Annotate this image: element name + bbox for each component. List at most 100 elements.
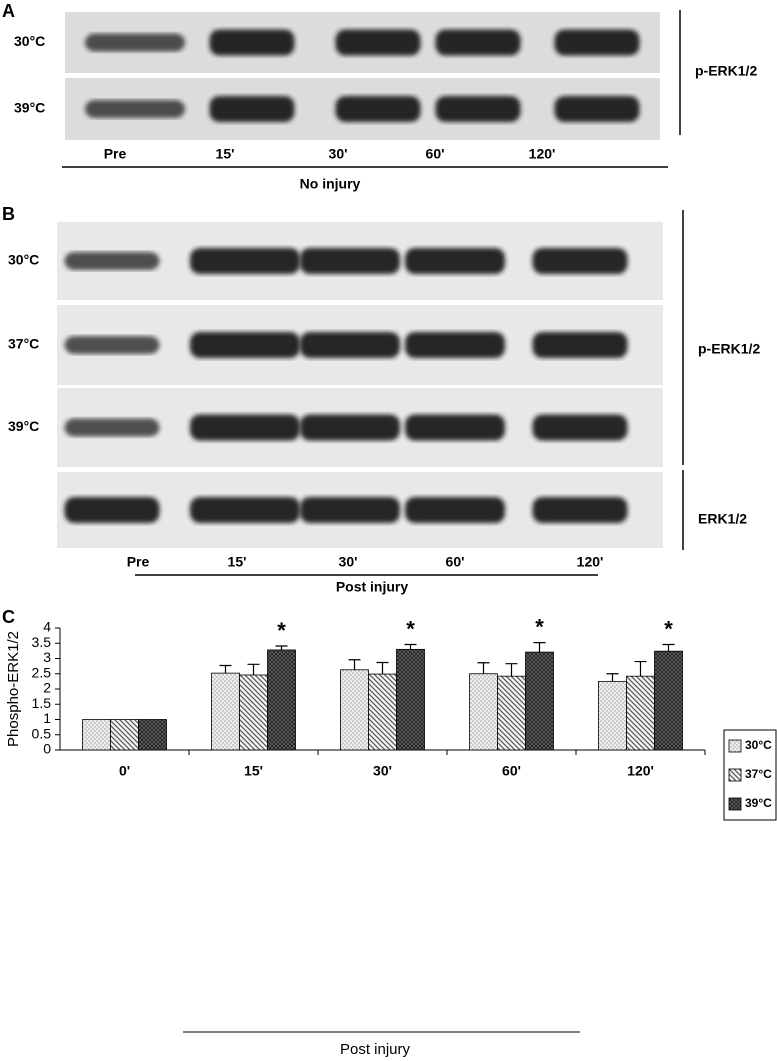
group-label: Post injury [340, 1041, 411, 1058]
blot-band [300, 414, 400, 441]
x-tick-label: 30' [373, 763, 392, 779]
lane-label: 30' [329, 146, 348, 162]
blot-band [64, 497, 160, 523]
blot-band [532, 248, 628, 274]
blot-band [335, 96, 421, 122]
group-label: No injury [300, 176, 361, 192]
lane-label: Pre [127, 554, 150, 570]
blot-band [209, 29, 295, 56]
blot-band [64, 418, 160, 437]
bar [340, 669, 369, 751]
legend-label: 39°C [745, 796, 772, 810]
y-tick-label: 0.5 [32, 725, 52, 741]
error-bar [533, 642, 546, 653]
error-bar [247, 663, 260, 675]
x-tick-label: 120' [627, 763, 654, 779]
significance-marker: * [406, 616, 415, 641]
error-bar [505, 663, 518, 677]
significance-marker: * [535, 614, 544, 639]
blot-band [532, 332, 628, 358]
x-tick-label: 0' [119, 763, 130, 779]
blot-band [190, 497, 300, 523]
panel-label: C [2, 607, 15, 627]
side-label: p-ERK1/2 [695, 63, 757, 79]
blot-band [300, 248, 400, 274]
legend-swatch [728, 797, 742, 811]
blot-band [405, 414, 505, 441]
legend-label: 30°C [745, 738, 772, 752]
y-tick-label: 0 [43, 741, 51, 757]
blot-band [435, 29, 521, 56]
blot-band [64, 336, 160, 354]
y-axis-label: Phospho-ERK1/2 [5, 631, 22, 747]
blot-band [85, 33, 185, 52]
bar [469, 673, 498, 751]
bar [239, 674, 268, 751]
lane-label: 15' [228, 554, 247, 570]
row-label: 30°C [14, 33, 45, 49]
x-tick-label: 60' [502, 763, 521, 779]
error-bar [477, 662, 490, 674]
panel-label: B [2, 204, 15, 224]
error-bar [219, 664, 232, 674]
y-tick-label: 3.5 [32, 634, 52, 650]
row-label: 30°C [8, 252, 39, 268]
legend-swatch [728, 739, 742, 753]
blot-band [300, 332, 400, 358]
blot-band [554, 96, 640, 122]
y-tick-label: 3 [43, 649, 51, 665]
blot-band [532, 497, 628, 523]
blot-band [405, 248, 505, 274]
panel-label: A [2, 1, 15, 21]
blot-band [435, 96, 521, 122]
error-bar [348, 659, 361, 670]
error-bar [634, 660, 647, 677]
lane-label: Pre [104, 146, 127, 162]
blot-band [64, 252, 160, 270]
blot-band [190, 414, 300, 441]
lane-label: 30' [339, 554, 358, 570]
bar [525, 651, 554, 751]
lane-label: 15' [216, 146, 235, 162]
error-bar [662, 643, 675, 652]
blot-band [190, 332, 300, 358]
y-tick-label: 2.5 [32, 664, 52, 680]
bar [211, 672, 240, 751]
lane-label: 120' [577, 554, 604, 570]
y-tick-label: 4 [43, 619, 51, 635]
legend-swatch [728, 768, 742, 782]
row-label: 39°C [14, 100, 45, 116]
x-tick-label: 15' [244, 763, 263, 779]
legend-label: 37°C [745, 767, 772, 781]
bar [368, 673, 397, 751]
blot-band [532, 414, 628, 441]
y-tick-label: 1 [43, 710, 51, 726]
bar [82, 719, 111, 751]
lane-label: 120' [529, 146, 556, 162]
error-bar [404, 643, 417, 650]
bar [110, 719, 139, 751]
bar [396, 648, 425, 751]
lane-label: 60' [446, 554, 465, 570]
blot-band [335, 29, 421, 56]
blot-band [85, 100, 185, 118]
error-bar [275, 645, 288, 650]
row-label: 39°C [8, 418, 39, 434]
significance-marker: * [277, 618, 286, 643]
blot-band [300, 497, 400, 523]
blot-band [554, 29, 640, 56]
bar [497, 675, 526, 751]
bar [598, 680, 627, 751]
lane-label: 60' [426, 146, 445, 162]
row-label: 37°C [8, 336, 39, 352]
group-label: Post injury [336, 579, 409, 595]
blot-band [405, 497, 505, 523]
blot-band [209, 96, 295, 122]
bar [138, 719, 167, 751]
bar [654, 650, 683, 751]
error-bar [376, 661, 389, 675]
bar [267, 649, 296, 751]
blot-band [405, 332, 505, 358]
significance-marker: * [664, 616, 673, 641]
